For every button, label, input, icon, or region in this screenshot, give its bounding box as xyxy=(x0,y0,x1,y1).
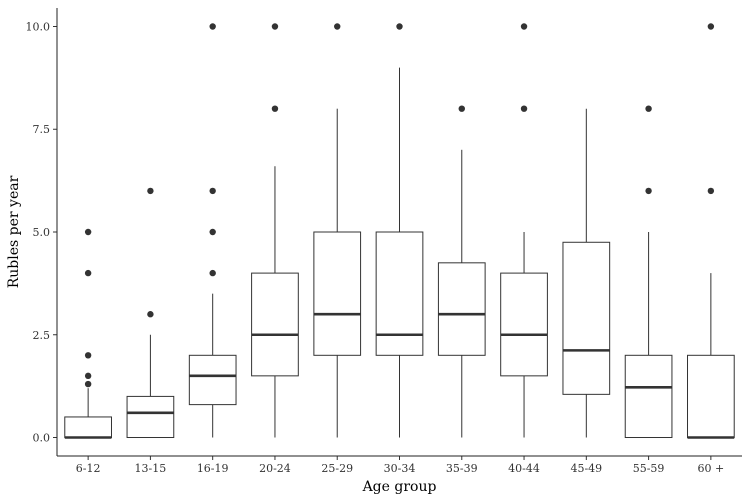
outlier-point xyxy=(707,187,715,195)
x-axis-title: Age group xyxy=(362,479,437,495)
outlier-point xyxy=(147,187,154,195)
outlier-point xyxy=(209,23,216,30)
x-tick-label: 20-24 xyxy=(259,462,291,475)
outlier-point xyxy=(334,23,341,30)
outlier-point xyxy=(84,372,92,380)
box-iqr xyxy=(687,354,735,439)
box-60 + xyxy=(687,23,735,439)
x-tick-label: 16-19 xyxy=(197,462,229,475)
x-tick-label: 13-15 xyxy=(135,462,167,475)
x-tick-label: 40-44 xyxy=(508,462,540,475)
box-16-19 xyxy=(188,23,237,438)
x-tick-label: 45-49 xyxy=(570,462,602,475)
x-tick-label: 30-34 xyxy=(384,462,416,475)
outlier-point xyxy=(147,311,154,318)
outlier-point xyxy=(271,105,279,112)
outlier-point xyxy=(271,23,279,30)
box-30-34 xyxy=(375,23,424,438)
outlier-point xyxy=(458,105,465,112)
outlier-point xyxy=(84,269,92,277)
box-40-44 xyxy=(500,23,548,438)
outlier-point xyxy=(209,187,216,195)
outlier-point xyxy=(209,269,216,277)
outlier-point xyxy=(645,105,652,112)
y-tick-label: 7.5 xyxy=(33,123,51,136)
box-plots xyxy=(64,23,735,439)
outlier-point xyxy=(396,23,403,30)
y-tick-label: 0.0 xyxy=(33,432,51,445)
outlier-point xyxy=(209,228,216,236)
x-tick-label: 35-39 xyxy=(446,462,478,475)
box-iqr xyxy=(64,416,112,439)
y-tick-label: 2.5 xyxy=(33,329,51,342)
box-20-24 xyxy=(251,23,299,438)
outlier-point xyxy=(520,105,528,112)
box-13-15 xyxy=(126,187,175,439)
y-axis-title: Rubles per year xyxy=(6,175,22,288)
x-tick-label: 6-12 xyxy=(76,462,101,475)
box-iqr xyxy=(126,395,175,439)
box-iqr xyxy=(624,354,673,439)
box-iqr xyxy=(562,241,611,395)
box-iqr xyxy=(188,354,237,406)
outlier-point xyxy=(645,187,652,195)
x-tick-label: 60 + xyxy=(698,462,725,475)
box-35-39 xyxy=(437,105,486,438)
box-45-49 xyxy=(562,108,611,438)
y-tick-label: 10.0 xyxy=(26,20,51,33)
box-iqr xyxy=(375,231,424,356)
box-25-29 xyxy=(313,23,362,438)
y-axis-ticks: 0.0 2.5 5.0 7.5 10.0 xyxy=(26,20,57,445)
outlier-point xyxy=(84,228,92,236)
outlier-point xyxy=(84,380,92,388)
x-tick-label: 25-29 xyxy=(321,462,353,475)
box-iqr xyxy=(313,231,362,356)
y-tick-label: 5.0 xyxy=(33,226,51,239)
box-6-12 xyxy=(64,228,112,439)
x-axis-ticks: 6-12 13-15 16-19 20-24 25-29 30-34 35-39 40-44 4… xyxy=(76,456,724,475)
box-iqr xyxy=(437,262,486,356)
box-55-59 xyxy=(624,105,673,439)
outlier-point xyxy=(520,23,528,30)
box-iqr xyxy=(500,272,548,377)
box-iqr xyxy=(251,272,299,377)
outlier-point xyxy=(707,23,715,30)
outlier-point xyxy=(84,352,92,359)
x-tick-label: 55-59 xyxy=(633,462,665,475)
